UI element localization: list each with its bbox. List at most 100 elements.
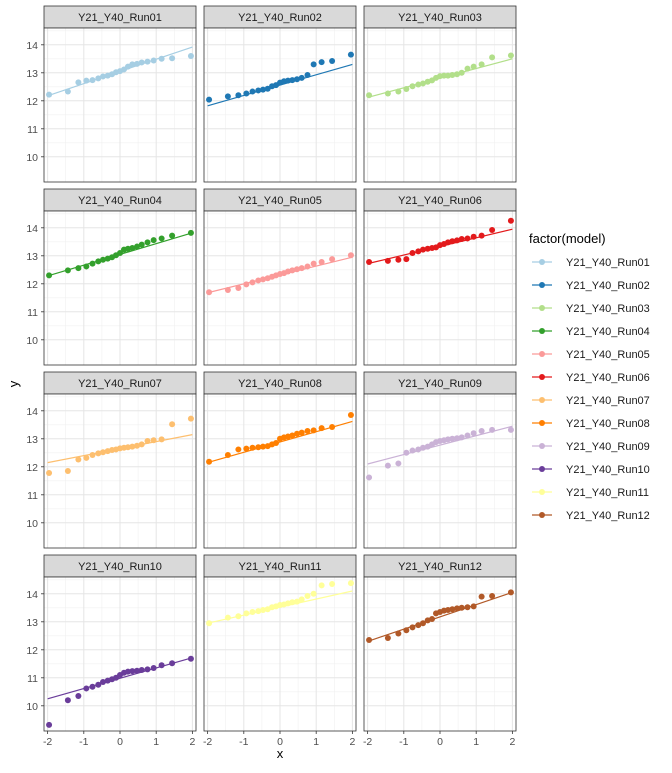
data-point: [470, 233, 477, 240]
data-point: [403, 627, 410, 634]
data-point: [298, 74, 305, 81]
data-point: [264, 85, 271, 92]
data-point: [75, 456, 82, 463]
data-point: [169, 232, 176, 239]
y-tick-label: 13: [26, 68, 38, 80]
data-point: [304, 72, 311, 79]
y-tick-label: 13: [26, 434, 38, 446]
y-tick-label: 12: [26, 462, 38, 474]
data-point: [224, 452, 231, 459]
data-point: [95, 681, 102, 688]
panel-border: [363, 27, 517, 183]
data-point: [366, 92, 373, 99]
data-point: [464, 604, 471, 611]
panel-border: [203, 27, 357, 183]
legend-item: Y21_Y40_Run01: [532, 257, 650, 269]
data-point: [259, 86, 266, 93]
data-point: [449, 238, 456, 245]
x-axis-title: x: [277, 746, 284, 761]
data-point: [235, 446, 242, 453]
panel-border: [43, 27, 197, 183]
data-point: [507, 217, 514, 224]
data-point: [318, 59, 325, 66]
data-point: [384, 90, 391, 97]
data-point: [347, 580, 354, 587]
data-point: [243, 445, 250, 452]
facet-panel: Y21_Y40_Run04 10 11 12 13 14: [26, 188, 197, 366]
data-point: [384, 635, 391, 642]
legend-item: Y21_Y40_Run05: [532, 349, 650, 361]
legend-item: Y21_Y40_Run10: [532, 464, 650, 476]
data-point: [409, 250, 416, 256]
data-point: [46, 721, 53, 728]
legend-key-point: [539, 397, 545, 403]
data-point: [64, 468, 71, 474]
data-point: [458, 69, 465, 76]
data-point: [134, 60, 141, 67]
data-point: [224, 614, 231, 621]
data-point: [419, 80, 426, 87]
data-point: [134, 667, 141, 674]
data-point: [304, 593, 311, 600]
data-point: [144, 666, 151, 673]
data-point: [134, 243, 141, 250]
data-point: [99, 679, 106, 685]
data-point: [75, 693, 82, 699]
x-tick-label: 0: [437, 736, 443, 748]
legend-label: Y21_Y40_Run04: [566, 326, 650, 338]
data-point: [224, 93, 231, 100]
data-point: [458, 434, 465, 441]
data-point: [224, 286, 231, 293]
data-point: [206, 289, 213, 296]
data-point: [89, 683, 96, 690]
data-point: [298, 596, 305, 603]
data-point: [138, 59, 145, 66]
data-point: [89, 77, 96, 84]
data-point: [187, 415, 194, 422]
legend-item: Y21_Y40_Run06: [532, 372, 650, 384]
legend-label: Y21_Y40_Run11: [566, 487, 649, 499]
x-tick-label: 0: [277, 736, 283, 748]
facet-strip-label: Y21_Y40_Run02: [238, 12, 322, 24]
data-point: [318, 258, 325, 265]
reference-line: [367, 591, 513, 642]
data-point: [95, 75, 102, 82]
data-point: [289, 432, 296, 439]
x-tick-label: 2: [189, 736, 195, 748]
data-point: [64, 267, 71, 274]
panel-border: [43, 210, 197, 366]
legend-title: factor(model): [529, 231, 606, 246]
y-tick-label: 12: [26, 96, 38, 108]
data-point: [304, 263, 311, 270]
data-point: [46, 91, 53, 98]
data-point: [409, 83, 416, 90]
data-point: [507, 52, 514, 59]
data-point: [507, 426, 514, 433]
data-point: [310, 590, 317, 597]
data-point: [144, 239, 151, 246]
data-point: [478, 232, 485, 239]
reference-line: [207, 420, 353, 464]
data-point: [134, 442, 141, 449]
data-point: [470, 63, 477, 70]
x-tick-label: -2: [43, 736, 52, 748]
legend-item: Y21_Y40_Run07: [532, 395, 650, 407]
data-point: [347, 412, 354, 418]
data-point: [64, 88, 71, 95]
data-point: [298, 265, 305, 272]
data-point: [255, 444, 262, 451]
data-point: [449, 72, 456, 79]
panel-border: [203, 210, 357, 366]
data-point: [329, 581, 336, 587]
data-point: [464, 432, 471, 439]
data-point: [454, 435, 461, 442]
facet-panel: Y21_Y40_Run08: [203, 371, 357, 549]
x-tick-label: -1: [239, 736, 248, 748]
data-point: [95, 450, 102, 457]
data-point: [470, 430, 477, 437]
data-point: [298, 429, 305, 436]
data-point: [415, 81, 422, 88]
y-tick-label: 14: [26, 40, 38, 52]
data-point: [395, 256, 402, 263]
legend-label: Y21_Y40_Run09: [566, 441, 650, 453]
